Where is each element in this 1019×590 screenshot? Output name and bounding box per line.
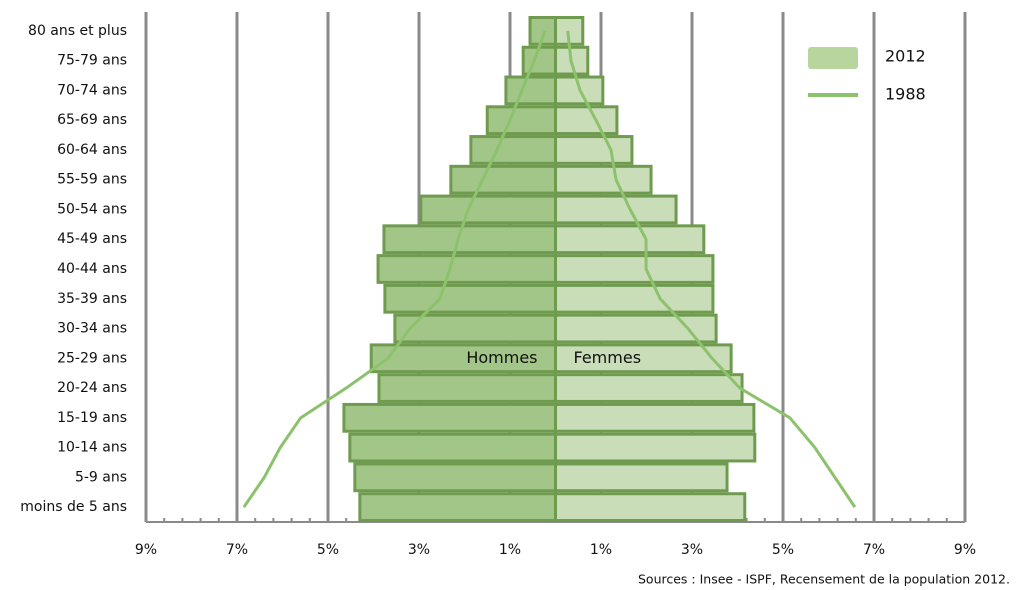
line-1988: [566, 30, 857, 508]
x-tick-label: 3%: [408, 542, 430, 558]
x-tick-label: 1%: [590, 542, 612, 558]
bar: [348, 432, 557, 463]
y-tick-label: 45-49 ans: [57, 231, 127, 247]
bar: [419, 194, 557, 225]
x-tick-label: 5%: [772, 542, 794, 558]
bar: [554, 194, 678, 225]
y-tick-label: 50-54 ans: [57, 201, 127, 217]
y-tick-label: moins de 5 ans: [20, 499, 127, 515]
x-tick-label: 5%: [317, 542, 339, 558]
y-tick-label: 70-74 ans: [57, 82, 127, 98]
bar: [449, 164, 558, 195]
bar: [554, 343, 733, 374]
side-label: Hommes: [466, 348, 537, 367]
y-tick-label: 55-59 ans: [57, 172, 127, 188]
bar: [376, 254, 557, 284]
y-tick-label: 80 ans et plus: [28, 23, 127, 39]
y-tick-label: 40-44 ans: [57, 261, 127, 277]
bar: [469, 135, 557, 165]
x-tick-label: 9%: [135, 542, 157, 558]
bar: [485, 105, 557, 136]
y-tick-label: 5-9 ans: [75, 469, 127, 485]
legend-label: 2012: [885, 47, 926, 66]
y-tick-label: 30-34 ans: [57, 321, 127, 337]
y-tick-label: 65-69 ans: [57, 112, 127, 128]
bar: [504, 75, 557, 106]
line-1988: [242, 30, 547, 508]
bar: [554, 432, 757, 463]
y-tick-label: 60-64 ans: [57, 142, 127, 158]
bar: [342, 402, 557, 433]
bar: [382, 224, 557, 255]
bar: [383, 283, 557, 314]
bar: [554, 313, 718, 344]
bar: [554, 492, 747, 522]
bar: [521, 45, 558, 76]
bar: [353, 462, 557, 493]
bar: [554, 254, 715, 284]
y-tick-label: 15-19 ans: [57, 410, 127, 426]
bar: [358, 492, 557, 522]
bar: [554, 373, 744, 403]
y-tick-label: 75-79 ans: [57, 53, 127, 69]
x-tick-label: 7%: [226, 542, 248, 558]
x-tick-label: 7%: [863, 542, 885, 558]
bar: [554, 164, 653, 195]
legend-label: 1988: [885, 85, 926, 104]
bar: [377, 373, 557, 403]
x-tick-label: 9%: [954, 542, 976, 558]
y-tick-label: 25-29 ans: [57, 350, 127, 366]
bar: [554, 283, 715, 314]
source: Sources : Insee - ISPF, Recensement de l…: [638, 572, 1010, 587]
y-tick-label: 35-39 ans: [57, 291, 127, 307]
bar: [554, 105, 619, 136]
bar: [554, 462, 729, 493]
y-tick-label: 20-24 ans: [57, 380, 127, 396]
x-tick-label: 3%: [681, 542, 703, 558]
y-tick-label: 10-14 ans: [57, 440, 127, 456]
side-label: Femmes: [574, 348, 642, 367]
x-tick-label: 1%: [499, 542, 521, 558]
bar: [554, 224, 706, 255]
bar: [554, 135, 634, 165]
bar: [554, 402, 756, 433]
legend-swatch: [808, 47, 858, 69]
